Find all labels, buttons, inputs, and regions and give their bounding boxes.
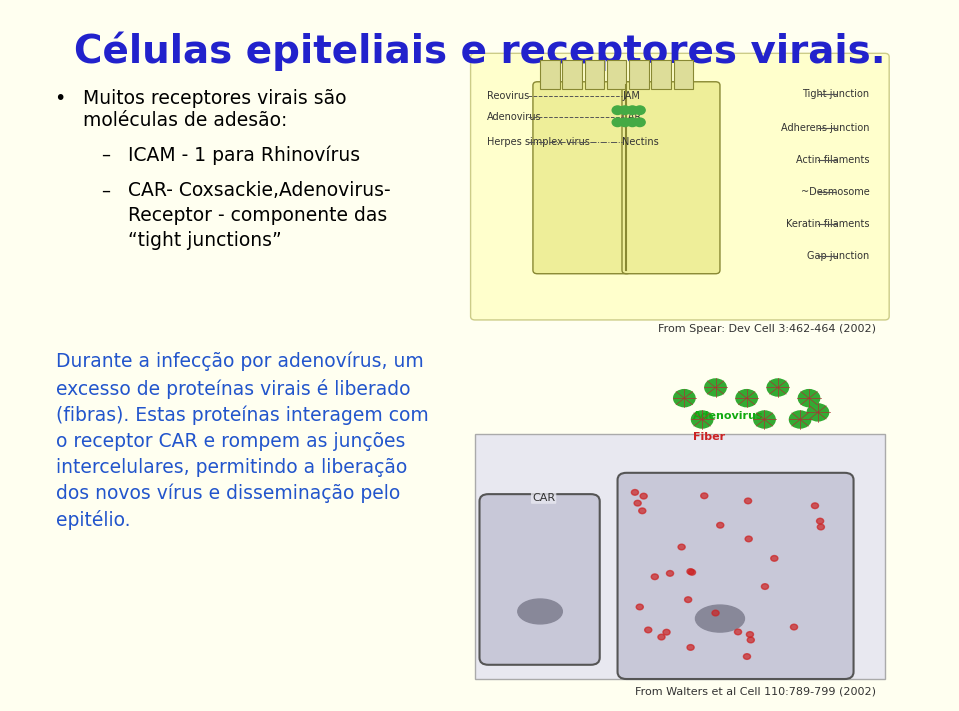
Circle shape: [658, 634, 665, 640]
Circle shape: [767, 379, 788, 396]
Text: Actin filaments: Actin filaments: [796, 155, 870, 165]
Text: Fiber: Fiber: [693, 432, 725, 442]
Circle shape: [685, 597, 691, 602]
Text: CAR: CAR: [532, 493, 555, 503]
Circle shape: [636, 604, 643, 610]
Circle shape: [798, 390, 820, 407]
Circle shape: [817, 524, 825, 530]
Text: Nectins: Nectins: [622, 137, 659, 147]
Circle shape: [635, 106, 645, 114]
Circle shape: [667, 570, 673, 576]
Circle shape: [687, 569, 694, 574]
Circle shape: [627, 118, 638, 127]
Circle shape: [612, 106, 623, 114]
Circle shape: [673, 390, 695, 407]
Text: Muitos receptores virais são
moléculas de adesão:: Muitos receptores virais são moléculas d…: [83, 89, 347, 130]
Text: Células epiteliais e receptores virais.: Células epiteliais e receptores virais.: [74, 32, 885, 72]
Circle shape: [745, 536, 752, 542]
Circle shape: [678, 544, 685, 550]
Bar: [475, 434, 885, 679]
Text: –: –: [101, 181, 110, 199]
Circle shape: [612, 118, 623, 127]
Circle shape: [620, 118, 630, 127]
FancyBboxPatch shape: [533, 82, 631, 274]
Bar: [673, 60, 693, 89]
Bar: [607, 60, 626, 89]
Text: From Spear: Dev Cell 3:462-464 (2002): From Spear: Dev Cell 3:462-464 (2002): [658, 324, 876, 333]
Ellipse shape: [518, 599, 562, 624]
Text: ~Desmosome: ~Desmosome: [801, 187, 870, 197]
Text: Tight junction: Tight junction: [803, 89, 870, 99]
Circle shape: [689, 570, 695, 575]
Text: •: •: [54, 89, 65, 108]
Circle shape: [663, 629, 670, 635]
Text: Durante a infecção por adenovírus, um
excesso de proteínas virais é liberado
(fi: Durante a infecção por adenovírus, um ex…: [57, 352, 430, 530]
Text: Gap junction: Gap junction: [807, 251, 870, 261]
Ellipse shape: [695, 605, 744, 632]
Circle shape: [712, 610, 719, 616]
Text: Adherens junction: Adherens junction: [781, 123, 870, 133]
Circle shape: [687, 645, 694, 651]
Circle shape: [639, 508, 645, 513]
Circle shape: [746, 631, 754, 637]
Bar: [651, 60, 671, 89]
Circle shape: [644, 627, 652, 633]
Text: Herpes simplex virus: Herpes simplex virus: [486, 137, 590, 147]
FancyBboxPatch shape: [480, 494, 599, 665]
Circle shape: [747, 637, 755, 643]
Bar: [629, 60, 648, 89]
Text: –: –: [101, 146, 110, 164]
Circle shape: [744, 498, 752, 504]
FancyBboxPatch shape: [618, 473, 854, 679]
Circle shape: [631, 490, 639, 496]
Circle shape: [651, 574, 659, 579]
Circle shape: [771, 555, 778, 561]
Circle shape: [620, 106, 630, 114]
Text: Reovirus: Reovirus: [486, 91, 528, 101]
Circle shape: [807, 404, 829, 421]
Circle shape: [761, 584, 768, 589]
FancyBboxPatch shape: [622, 82, 720, 274]
Text: CAR- Coxsackie,Adenovirus-
Receptor - componente das
“tight junctions”: CAR- Coxsackie,Adenovirus- Receptor - co…: [128, 181, 390, 250]
Text: From Walters et al Cell 110:789-799 (2002): From Walters et al Cell 110:789-799 (200…: [635, 686, 876, 696]
Circle shape: [743, 653, 751, 659]
Circle shape: [691, 411, 713, 428]
Bar: [585, 60, 604, 89]
Circle shape: [789, 411, 810, 428]
Circle shape: [716, 523, 724, 528]
Circle shape: [634, 501, 642, 506]
Circle shape: [627, 106, 638, 114]
Text: Adenovirus: Adenovirus: [693, 411, 763, 421]
Circle shape: [790, 624, 798, 630]
Circle shape: [701, 493, 708, 498]
Text: ICAM - 1 para Rhinovírus: ICAM - 1 para Rhinovírus: [128, 146, 360, 165]
Text: CAR: CAR: [622, 112, 643, 122]
Bar: [540, 60, 560, 89]
Bar: [562, 60, 582, 89]
Text: JAM: JAM: [622, 91, 640, 101]
FancyBboxPatch shape: [471, 53, 889, 320]
Circle shape: [705, 379, 726, 396]
Circle shape: [811, 503, 819, 508]
Circle shape: [736, 390, 758, 407]
Circle shape: [754, 411, 775, 428]
Circle shape: [635, 118, 645, 127]
Circle shape: [640, 493, 647, 499]
Text: Keratin filaments: Keratin filaments: [786, 219, 870, 229]
Text: Adenovirus: Adenovirus: [486, 112, 541, 122]
Circle shape: [816, 518, 824, 524]
Circle shape: [735, 629, 741, 635]
